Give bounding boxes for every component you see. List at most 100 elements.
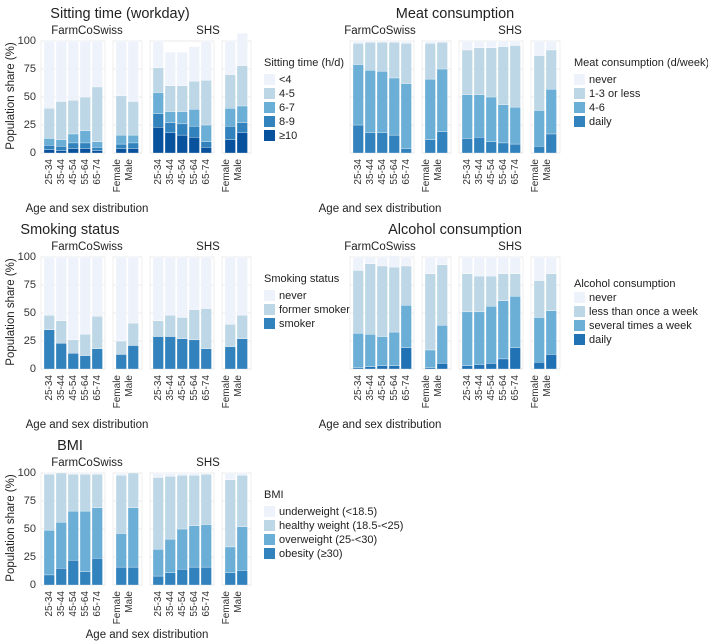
x-tick-label: 25-34 xyxy=(353,375,364,401)
bar-segment xyxy=(91,86,103,142)
bar-segment xyxy=(176,472,188,476)
legend-label: obesity (≥30) xyxy=(279,548,343,560)
bar-segment xyxy=(388,365,400,370)
bar-segment xyxy=(79,571,91,586)
x-tick-label: 25-34 xyxy=(153,375,164,401)
legend-label: several times a week xyxy=(589,320,692,332)
bar-segment xyxy=(388,77,400,136)
x-tick-label: Male xyxy=(233,375,244,397)
legend-item: overweight (25-<30) xyxy=(264,534,377,546)
bar-segment xyxy=(436,131,448,154)
bar-segment xyxy=(497,46,509,105)
bar-segment xyxy=(91,348,103,370)
legend-swatch xyxy=(264,130,275,141)
bar-segment xyxy=(55,256,67,321)
bar-segment xyxy=(364,132,376,154)
bar-segment xyxy=(545,133,557,154)
bar-segment xyxy=(364,41,376,71)
bar-segment xyxy=(352,367,364,370)
bar-segment xyxy=(152,575,164,586)
bar-segment xyxy=(79,130,91,144)
x-tick-label: 65-74 xyxy=(401,375,412,401)
bar-segment xyxy=(461,256,473,274)
y-tick-label: 75 xyxy=(24,495,36,507)
legend-label: underweight (<18.5) xyxy=(279,506,377,518)
bar-segment xyxy=(376,265,388,337)
bar-segment xyxy=(376,40,388,43)
bar-segment xyxy=(236,65,248,107)
bar-segment xyxy=(436,41,448,70)
bar-segment xyxy=(91,40,103,88)
group-label-farmcoswiss: FarmCoSwiss xyxy=(344,25,416,37)
x-tick-label: Male xyxy=(124,375,135,397)
bar-segment xyxy=(533,146,545,154)
bar-segment xyxy=(91,473,103,508)
x-tick-label: Female xyxy=(221,591,232,625)
bar-segment xyxy=(164,111,176,123)
bar-segment xyxy=(152,549,164,577)
bar-segment xyxy=(388,331,400,366)
bar-segment xyxy=(55,522,67,569)
x-tick-label: 55-64 xyxy=(498,375,509,401)
bar-segment xyxy=(79,510,91,572)
bar-segment xyxy=(200,141,212,148)
bar-segment xyxy=(436,68,448,132)
bar-segment xyxy=(115,475,127,534)
bar-segment xyxy=(533,55,545,111)
bar-segment xyxy=(400,265,412,306)
panel-sitting: Sitting time (workday) FarmCoSwiss SHS P… xyxy=(5,6,344,215)
legend-label: daily xyxy=(589,116,612,128)
bar-segment xyxy=(188,109,200,127)
legend-item: never xyxy=(574,74,617,86)
bar-segment xyxy=(224,139,236,154)
legend-swatch xyxy=(264,74,275,85)
bar-segment xyxy=(91,141,103,148)
bar-segment xyxy=(388,266,400,333)
bar-segment xyxy=(461,49,473,95)
bar-segment xyxy=(43,472,55,475)
legend-swatch xyxy=(264,520,275,531)
legend-item: 6-7 xyxy=(264,102,295,114)
bar-segment xyxy=(224,40,236,75)
bar-segment xyxy=(79,40,91,98)
x-tick-labels: 25-34 35-44 45-54 55-64 65-74 Female Mal… xyxy=(44,591,244,625)
bar-segment xyxy=(436,264,448,326)
x-tick-label: Female xyxy=(530,159,541,193)
bar-segment xyxy=(388,134,400,154)
bar-segment xyxy=(188,472,200,476)
x-tick-label: 25-34 xyxy=(462,375,473,401)
y-tick-label: 0 xyxy=(30,363,36,375)
bar-segment xyxy=(424,349,436,369)
bar-segment xyxy=(43,108,55,139)
bar-segment xyxy=(352,43,364,65)
bar-segment xyxy=(497,256,509,274)
x-tick-label: 25-34 xyxy=(153,159,164,185)
bar-segment xyxy=(164,256,176,316)
x-tick-label: Male xyxy=(233,159,244,181)
x-tick-label: 25-34 xyxy=(353,159,364,185)
bar-segment xyxy=(164,85,176,112)
legend-swatch xyxy=(264,102,275,113)
legend-item: 1-3 or less xyxy=(574,88,641,100)
legend-items: never former smoker smoker xyxy=(264,290,350,330)
bar-segment xyxy=(55,320,67,344)
bar-segment xyxy=(67,148,79,154)
bar-segment xyxy=(115,148,127,154)
x-tick-label: 45-54 xyxy=(377,159,388,185)
bar-segment xyxy=(376,365,388,370)
x-tick-label: 35-44 xyxy=(365,375,376,401)
legend-label: ≥10 xyxy=(279,130,297,142)
bar-segment xyxy=(43,40,55,109)
bar-segment xyxy=(485,306,497,364)
bar-segment xyxy=(424,256,436,274)
y-axis-label: Population share (%) xyxy=(5,474,17,582)
bar-segment xyxy=(115,95,127,136)
bar-segment xyxy=(67,560,79,586)
bar-segment xyxy=(200,256,212,309)
y-tick-label: 75 xyxy=(24,63,36,75)
bar-segment xyxy=(533,110,545,147)
bar-segment xyxy=(152,40,164,69)
bar-segment xyxy=(115,134,127,145)
bar-segment xyxy=(200,40,212,81)
